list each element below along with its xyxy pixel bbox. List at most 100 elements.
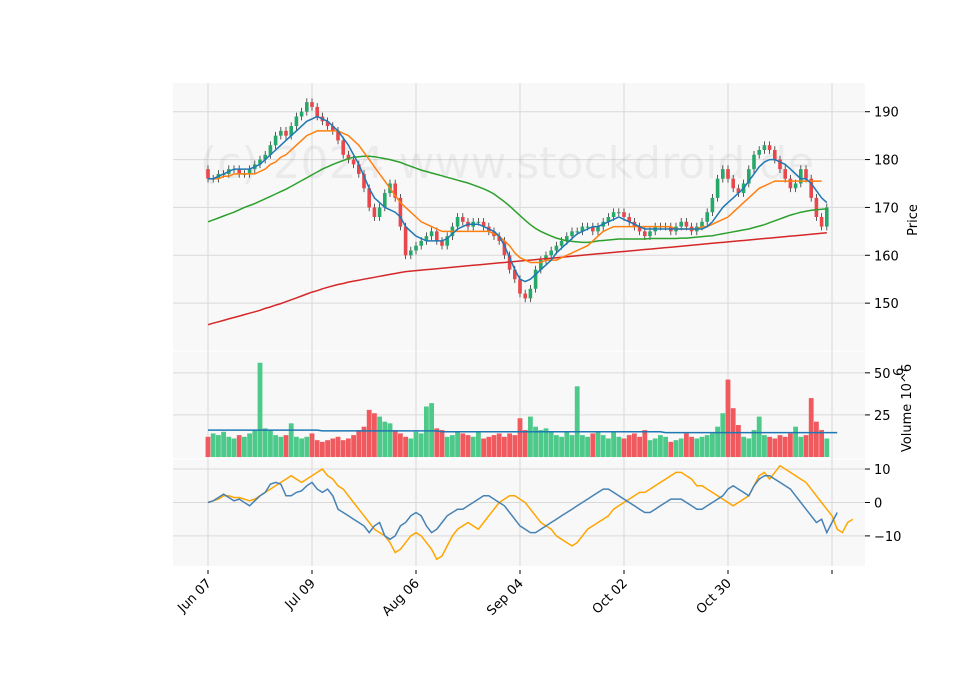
candle-body	[274, 136, 278, 146]
volume-bar	[247, 433, 252, 457]
volume-bar	[601, 435, 606, 457]
volume-bar	[221, 432, 226, 457]
volume-bar	[481, 438, 486, 457]
price-panel	[173, 83, 865, 351]
volume-bar	[351, 435, 356, 457]
volume-bar	[762, 435, 767, 457]
volume-bar	[772, 438, 777, 457]
volume-bar	[757, 417, 762, 457]
candle-body	[705, 212, 709, 222]
candle-body	[300, 112, 304, 117]
volume-bar	[434, 428, 439, 457]
volume-bar	[497, 433, 502, 457]
volume-bar	[299, 438, 304, 457]
volume-bar	[206, 437, 211, 457]
candle-body	[404, 227, 408, 256]
candle-body	[622, 212, 626, 217]
volume-bar	[658, 435, 663, 457]
volume-bar	[580, 435, 585, 457]
volume-bar	[492, 435, 497, 457]
candle-body	[305, 102, 309, 112]
candle-body	[721, 169, 725, 179]
candle-body	[783, 169, 787, 179]
volume-bar	[726, 380, 731, 457]
volume-bar	[414, 432, 419, 457]
volume-bar	[741, 437, 746, 457]
volume-bar	[564, 432, 569, 457]
volume-axis-label: Volume 10^6	[900, 364, 915, 452]
candle-body	[518, 279, 522, 293]
volume-bar	[471, 437, 476, 457]
price-tick-label: 190	[874, 106, 899, 121]
candle-body	[409, 251, 413, 256]
volume-bar	[606, 438, 611, 457]
candle-body	[617, 212, 621, 213]
volume-bar	[642, 430, 647, 457]
candle-body	[768, 145, 772, 150]
volume-bar	[746, 438, 751, 457]
candle-body	[711, 198, 715, 212]
volume-bar	[689, 437, 694, 457]
volume-bar	[788, 433, 793, 457]
candle-body	[279, 131, 283, 136]
volume-bar	[668, 442, 673, 457]
volume-bar	[570, 435, 575, 457]
candle-body	[685, 222, 689, 227]
candle-body	[523, 294, 527, 299]
volume-bar	[226, 437, 231, 457]
volume-bar	[559, 437, 564, 457]
candle-body	[315, 107, 319, 117]
volume-bar	[372, 413, 377, 457]
candle-body	[648, 231, 652, 236]
volume-bar	[804, 435, 809, 457]
volume-bar	[627, 435, 632, 457]
candle-body	[284, 131, 288, 136]
volume-bar	[502, 437, 507, 457]
volume-bar	[736, 425, 741, 457]
macd-tick-label: 0	[874, 496, 882, 511]
volume-bar	[694, 438, 699, 457]
candle-body	[414, 246, 418, 251]
volume-bar	[367, 410, 372, 457]
volume-bar	[814, 422, 819, 457]
volume-bar	[476, 432, 481, 457]
volume-bar	[403, 437, 408, 457]
volume-bar	[705, 435, 710, 457]
volume-bar	[320, 442, 325, 457]
volume-bar	[429, 403, 434, 457]
candle-body	[726, 169, 730, 179]
candle-body	[752, 155, 756, 169]
volume-bar	[793, 427, 798, 457]
volume-bar	[289, 423, 294, 457]
candle-body	[206, 169, 210, 179]
volume-bar	[377, 417, 382, 457]
volume-bar	[211, 433, 216, 457]
candle-body	[773, 150, 777, 160]
candle-body	[570, 231, 574, 236]
candle-body	[586, 227, 590, 228]
volume-bar	[294, 437, 299, 457]
candle-body	[763, 145, 767, 150]
volume-bar	[382, 422, 387, 457]
volume-bar	[752, 430, 757, 457]
volume-bar	[674, 440, 679, 457]
volume-bar	[315, 440, 320, 457]
candle-body	[825, 207, 829, 226]
volume-tick-label: 50	[874, 367, 891, 382]
volume-bar	[611, 432, 616, 457]
volume-bar	[460, 433, 465, 457]
volume-bar	[715, 427, 720, 457]
volume-bar	[616, 437, 621, 457]
volume-bar	[819, 430, 824, 457]
x-tick-label: Oct 02	[590, 576, 631, 617]
volume-bar	[554, 435, 559, 457]
candle-body	[461, 217, 465, 222]
volume-bar	[242, 437, 247, 457]
volume-bar	[304, 437, 309, 457]
x-tick-label: Sep 04	[484, 576, 527, 619]
volume-bar	[523, 430, 528, 457]
volume-bar	[237, 435, 242, 457]
candle-body	[341, 140, 345, 154]
candle-body	[477, 222, 481, 223]
volume-bar	[440, 430, 445, 457]
